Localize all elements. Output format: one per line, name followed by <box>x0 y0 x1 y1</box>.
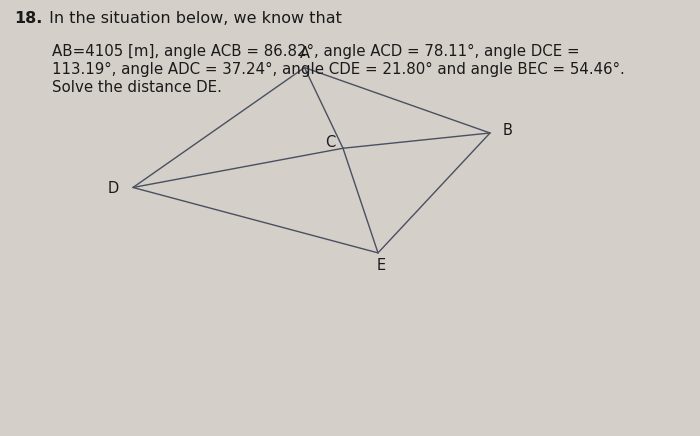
Text: D: D <box>108 181 119 196</box>
Text: 18.: 18. <box>14 11 43 26</box>
Text: E: E <box>377 258 386 272</box>
Text: 113.19°, angle ADC = 37.24°, angle CDE = 21.80° and angle BEC = 54.46°.: 113.19°, angle ADC = 37.24°, angle CDE =… <box>52 62 625 77</box>
Text: AB=4105 [m], angle ACB = 86.82°, angle ACD = 78.11°, angle DCE =: AB=4105 [m], angle ACB = 86.82°, angle A… <box>52 44 580 58</box>
Text: Solve the distance DE.: Solve the distance DE. <box>52 80 223 95</box>
Text: In the situation below, we know that: In the situation below, we know that <box>44 11 342 26</box>
Text: A: A <box>300 46 309 61</box>
Text: B: B <box>503 123 512 138</box>
Text: C: C <box>326 135 335 150</box>
